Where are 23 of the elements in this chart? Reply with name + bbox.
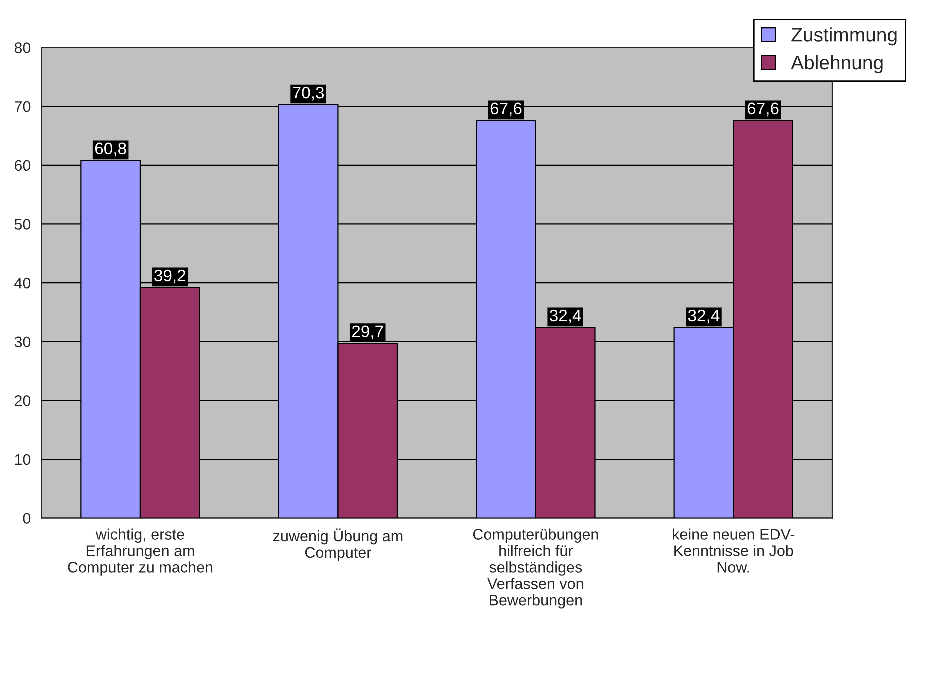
legend-label: Ablehnung (791, 55, 883, 74)
y-tick-label: 0 (23, 513, 31, 524)
y-tick-label: 60 (14, 160, 31, 172)
y-tick-label: 40 (14, 278, 31, 289)
y-tick-label: 80 (14, 42, 31, 54)
data-label: 39,2 (154, 270, 186, 284)
x-tick-label: Computerübungen hilfreich für selbständiges Verfassen von Bewerbungen (473, 528, 598, 609)
y-tick-label: 10 (15, 454, 31, 466)
y-tick-label: 70 (15, 101, 31, 112)
data-label: 70,3 (293, 86, 324, 101)
data-label: 60,8 (95, 142, 126, 157)
x-tick-label: wichtig, erste Erfahrungen am Computer zu machen (68, 528, 213, 576)
legend-label: Zustimmung (792, 28, 897, 46)
data-label: 29,7 (352, 326, 384, 340)
data-label: 67,6 (748, 102, 779, 117)
y-tick-label: 50 (14, 219, 31, 230)
data-label: 67,6 (490, 102, 522, 117)
y-tick-label: 30 (14, 336, 31, 348)
y-tick-label: 20 (14, 396, 31, 406)
x-tick-label: zuwenig Übung am Computer (273, 528, 403, 562)
data-label: 32,4 (550, 310, 582, 324)
data-label: 32,4 (688, 310, 720, 324)
x-tick-label: keine neuen EDV- Kenntnisse in Job Now. (673, 528, 795, 573)
